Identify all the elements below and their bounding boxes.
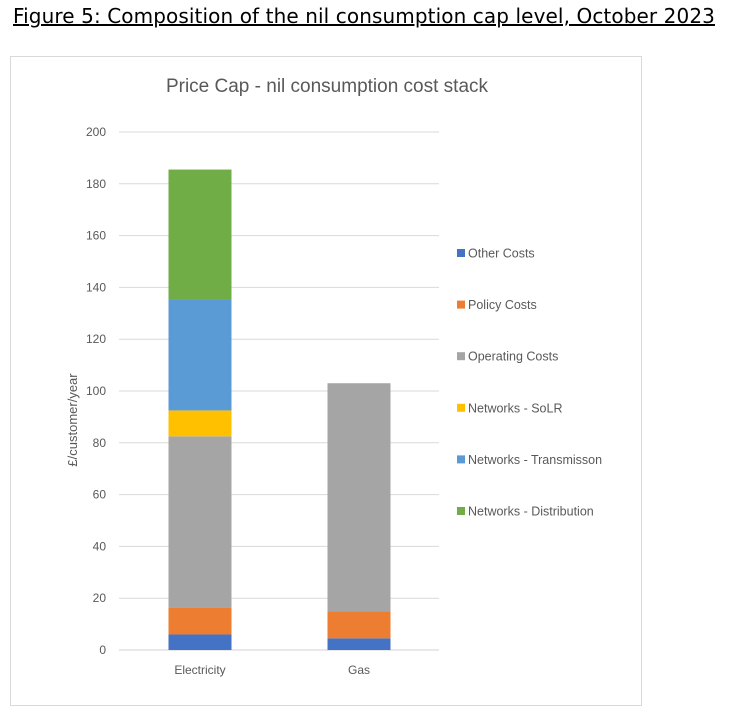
- legend-swatch: [457, 300, 465, 309]
- x-tick-label: Gas: [348, 663, 370, 677]
- y-tick-label: 200: [86, 125, 106, 139]
- legend-swatch: [457, 507, 465, 515]
- y-tick-label: 0: [99, 643, 106, 657]
- y-tick-label: 20: [93, 591, 107, 605]
- y-tick-label: 180: [86, 177, 106, 191]
- bar-segment: [327, 383, 391, 612]
- bar-segment: [168, 169, 232, 300]
- gridlines: [119, 131, 439, 651]
- bars: [168, 169, 391, 650]
- legend-label: Operating Costs: [468, 350, 558, 364]
- figure-caption: Figure 5: Composition of the nil consump…: [13, 4, 715, 28]
- legend-label: Networks - Transmisson: [468, 453, 602, 467]
- legend-label: Other Costs: [468, 247, 535, 261]
- axes: 0 20 40 60 80 100 120 140 160 180 200 Electricity Ga…: [86, 125, 370, 677]
- legend-swatch: [457, 455, 465, 464]
- x-tick-label: Electricity: [174, 663, 225, 677]
- y-tick-label: 80: [93, 436, 107, 450]
- y-tick-label: 100: [86, 384, 106, 398]
- bar-segment: [168, 436, 232, 608]
- y-tick-label: 160: [86, 229, 106, 243]
- legend-label: Policy Costs: [468, 298, 537, 312]
- chart-frame: Price Cap - nil consumption cost stack 0…: [10, 56, 642, 706]
- legend-swatch: [457, 403, 465, 412]
- stacked-bar-chart: Price Cap - nil consumption cost stack 0…: [65, 76, 602, 677]
- bar-segment: [168, 607, 232, 635]
- y-tick-label: 40: [93, 539, 107, 553]
- chart-title: Price Cap - nil consumption cost stack: [166, 76, 489, 97]
- y-axis-title: £/customer/year: [65, 373, 80, 467]
- bar-segment: [168, 634, 232, 650]
- legend-swatch: [457, 352, 465, 361]
- bar-segment: [168, 410, 232, 437]
- y-tick-label: 140: [86, 280, 106, 294]
- y-tick-label: 120: [86, 332, 106, 346]
- legend: Other Costs Policy Costs Operating Costs Ne…: [457, 247, 602, 519]
- legend-label: Networks - Distribution: [468, 505, 594, 519]
- y-tick-label: 60: [93, 488, 107, 502]
- legend-label: Networks - SoLR: [468, 401, 562, 415]
- bar-segment: [168, 299, 232, 411]
- bar-segment: [327, 611, 391, 639]
- legend-swatch: [457, 249, 465, 257]
- bar-segment: [327, 638, 391, 650]
